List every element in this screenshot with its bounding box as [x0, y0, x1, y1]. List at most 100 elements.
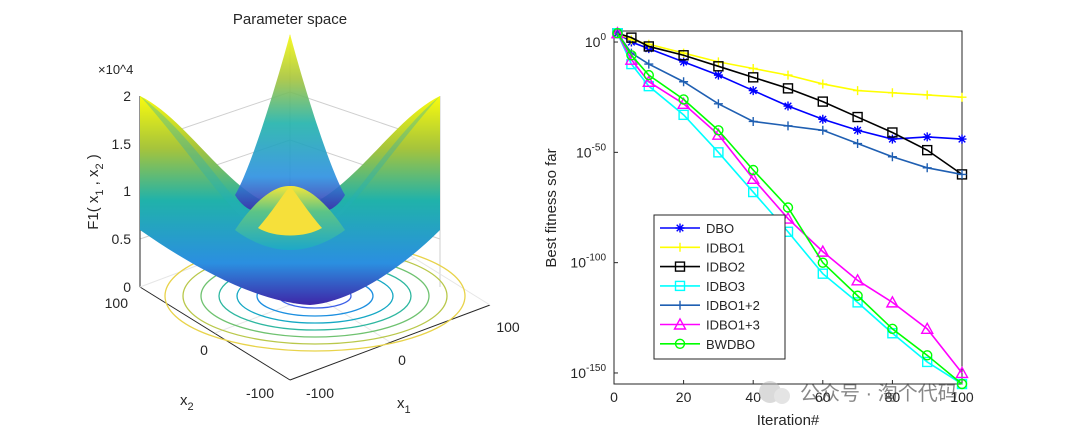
data-point — [922, 356, 933, 368]
data-point — [922, 350, 933, 361]
data-point — [748, 72, 759, 83]
data-point — [853, 139, 863, 149]
x-tick-label: 20 — [676, 389, 692, 405]
data-point — [955, 366, 969, 379]
x-ticks: 0 20 40 60 80 100 — [610, 380, 974, 405]
convergence-chart: 0 20 40 60 80 100 100 10-50 10-100 10-150 Iterat… — [543, 26, 974, 429]
legend-marker — [675, 223, 685, 233]
z-tick-label: 0 — [123, 279, 131, 295]
wechat-icon-bubble — [774, 388, 790, 404]
z-tick-label: 2 — [123, 88, 131, 104]
y-tick-label: 10-150 — [570, 363, 606, 381]
z-tick-label: 0.5 — [112, 231, 132, 247]
data-point — [850, 273, 865, 286]
data-point — [748, 64, 758, 74]
data-point — [748, 186, 759, 198]
series-line — [617, 32, 963, 176]
legend-marker — [674, 261, 686, 272]
series-layer — [610, 26, 969, 390]
data-point — [626, 50, 637, 61]
data-point — [748, 164, 759, 176]
legend-marker — [675, 242, 685, 252]
legend-item: IDBO1 — [660, 240, 745, 255]
legend-item: IDBO2 — [660, 260, 745, 275]
data-point — [852, 111, 863, 123]
data-point — [816, 244, 830, 257]
legend-marker — [674, 280, 686, 292]
x-tick-label: 40 — [745, 389, 761, 405]
legend-item: BWDBO — [660, 337, 755, 352]
z-tick-label: 1 — [123, 183, 131, 199]
data-point — [922, 132, 932, 142]
data-point — [748, 116, 758, 126]
y-tick-label: 100 — [585, 32, 607, 50]
data-point — [678, 94, 689, 105]
z-tick-label: 1.5 — [112, 136, 132, 152]
legend: DBO IDBO1 IDBO2 IDBO3 IDBO1+2 IDBO1+3 BWDBO — [653, 214, 786, 360]
surface-plot: Parameter space — [85, 11, 520, 416]
data-point — [643, 41, 654, 52]
series-line — [617, 32, 963, 140]
data-point — [885, 295, 900, 308]
x2-axis: 100 0 -100 x2 — [105, 295, 275, 413]
data-point — [853, 86, 863, 96]
data-point — [817, 257, 828, 268]
data-point — [922, 144, 933, 156]
data-point — [852, 297, 863, 308]
series-bwdbo — [612, 28, 968, 390]
data-point — [626, 32, 637, 43]
series-idbo1-2 — [612, 28, 967, 179]
data-point — [957, 92, 967, 102]
data-point — [783, 101, 793, 111]
data-point — [642, 74, 656, 87]
y-tick-label: 0 — [200, 342, 208, 358]
legend-item: DBO — [660, 221, 734, 236]
x-tick-label: -100 — [306, 385, 334, 401]
data-point — [713, 61, 724, 72]
legend-label: IDBO3 — [706, 279, 745, 294]
legend-label: DBO — [706, 221, 734, 236]
data-point — [957, 169, 967, 179]
data-point — [679, 77, 689, 87]
z-axis: ×10^4 2 1.5 1 0.5 0 F1( x1 , x2 ) — [85, 62, 133, 295]
data-point — [713, 99, 723, 109]
x2-axis-label: x2 — [180, 392, 194, 413]
legend-item: IDBO1+3 — [660, 318, 760, 333]
legend-marker — [673, 317, 687, 330]
x-axis-label: Iteration# — [757, 412, 820, 429]
legend-label: IDBO2 — [706, 260, 745, 275]
data-point — [887, 134, 897, 144]
data-point — [713, 70, 723, 80]
data-point — [818, 79, 828, 89]
data-point — [887, 88, 897, 98]
data-point — [783, 70, 793, 80]
legend-label: IDBO1+2 — [706, 298, 760, 313]
data-point — [748, 86, 758, 96]
data-point — [852, 290, 863, 301]
x-tick-label: 0 — [610, 389, 618, 405]
legend-item: IDBO1+2 — [660, 298, 760, 313]
data-point — [783, 121, 793, 131]
legend-label: IDBO1 — [706, 240, 745, 255]
data-point — [817, 96, 828, 107]
data-point — [922, 163, 932, 173]
y-tick-label: -100 — [246, 385, 274, 401]
watermark-text: 公众号 · 淘个代码 — [800, 382, 958, 405]
data-point — [887, 323, 898, 335]
data-point — [887, 152, 897, 162]
z-exponent-label: ×10^4 — [98, 62, 133, 77]
data-point — [782, 83, 794, 94]
data-point — [746, 171, 760, 185]
data-point — [920, 321, 934, 335]
y-ticks: 100 10-50 10-100 10-150 — [570, 32, 618, 381]
data-point — [957, 134, 967, 144]
data-point — [818, 125, 828, 135]
legend-label: BWDBO — [706, 337, 755, 352]
legend-item: IDBO3 — [660, 279, 745, 294]
legend-marker — [675, 300, 685, 310]
z-axis-label: F1( x1 , x2 ) — [85, 154, 106, 230]
data-point — [782, 202, 794, 213]
data-point — [956, 378, 968, 390]
data-point — [678, 109, 689, 121]
y-tick-label: 100 — [105, 295, 129, 311]
